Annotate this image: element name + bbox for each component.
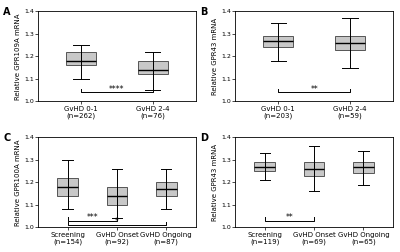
PathPatch shape — [254, 162, 275, 171]
Text: *: * — [115, 217, 119, 226]
Text: A: A — [3, 7, 11, 17]
Text: ***: *** — [86, 213, 98, 222]
Text: C: C — [3, 133, 10, 143]
Text: D: D — [200, 133, 208, 143]
Y-axis label: Relative GPR109A mRNA: Relative GPR109A mRNA — [15, 13, 21, 100]
PathPatch shape — [66, 52, 96, 65]
Y-axis label: Relative GPR100A mRNA: Relative GPR100A mRNA — [15, 139, 21, 226]
PathPatch shape — [353, 162, 374, 173]
PathPatch shape — [304, 162, 324, 176]
Text: **: ** — [286, 213, 293, 222]
PathPatch shape — [138, 61, 168, 74]
Y-axis label: Relative GPR43 mRNA: Relative GPR43 mRNA — [212, 18, 218, 95]
PathPatch shape — [57, 178, 78, 196]
Text: ****: **** — [109, 84, 125, 93]
Text: B: B — [200, 7, 208, 17]
PathPatch shape — [335, 36, 365, 50]
PathPatch shape — [263, 36, 293, 47]
PathPatch shape — [106, 187, 127, 205]
Y-axis label: Relative GPR43 mRNA: Relative GPR43 mRNA — [212, 144, 218, 221]
Text: **: ** — [310, 84, 318, 93]
PathPatch shape — [156, 182, 176, 196]
